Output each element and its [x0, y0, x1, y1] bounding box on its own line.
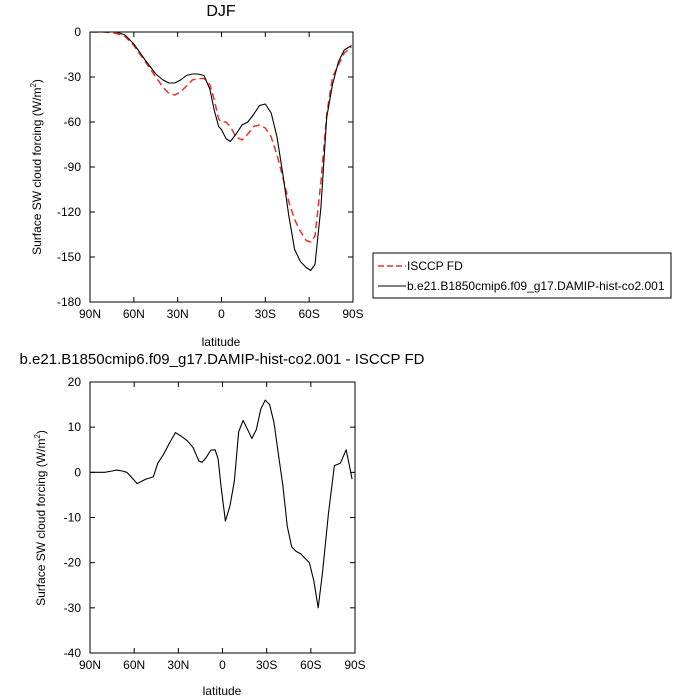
bottom-chart-y-tick-label: 10	[68, 420, 82, 434]
top-chart-y-tick-label: -150	[57, 250, 81, 264]
bottom-chart-x-tick-label: 90S	[344, 658, 365, 672]
top-chart-series-line-0	[91, 32, 352, 243]
top-chart-x-tick-label: 30S	[255, 307, 276, 321]
bottom-chart-y-tick-label: 0	[74, 465, 81, 479]
bottom-chart-y-axis-label: Surface SW cloud forcing (W/m2)	[33, 430, 48, 606]
top-chart-y-axis-label: Surface SW cloud forcing (W/m2)	[29, 79, 44, 255]
bottom-chart-x-tick-label: 90N	[79, 658, 101, 672]
top-chart-y-tick-label: -30	[64, 70, 82, 84]
top-chart-frame	[89, 31, 354, 303]
top-chart-x-tick-label: 90N	[79, 307, 101, 321]
bottom-chart-y-tick-label: -20	[64, 556, 82, 570]
bottom-chart-frame	[89, 381, 356, 654]
svg-text:Surface SW cloud forcing (W/m2: Surface SW cloud forcing (W/m2)	[33, 430, 48, 606]
bottom-chart-panel: b.e21.B1850cmip6.f09_g17.DAMIP-hist-co2.…	[20, 351, 425, 698]
top-chart-y-tick-label: 0	[74, 25, 81, 39]
top-chart-series-group	[91, 32, 352, 272]
bottom-chart-title: b.e21.B1850cmip6.f09_g17.DAMIP-hist-co2.…	[20, 351, 425, 368]
top-chart-x-tick-label: 60N	[123, 307, 145, 321]
svg-text:Surface SW cloud forcing (W/m2: Surface SW cloud forcing (W/m2)	[29, 79, 44, 255]
bottom-chart-x-tick-label: 60N	[123, 658, 145, 672]
top-chart-x-tick-label: 0	[218, 307, 225, 321]
bottom-chart-y-tick-label: -30	[64, 601, 82, 615]
top-chart-y-tick-label: -90	[64, 160, 82, 174]
top-chart-series-line-1	[91, 32, 352, 272]
top-chart-legend: ISCCP FD b.e21.B1850cmip6.f09_g17.DAMIP-…	[372, 252, 672, 299]
bottom-chart-x-axis-label: latitude	[203, 684, 242, 698]
top-chart-title: DJF	[206, 3, 236, 20]
top-chart-plot-area: 90N 60N 30N 0 30S 60S 90S 0 -30 -60 -90 -120 -150 -18…	[57, 25, 364, 321]
top-chart-x-axis-label: latitude	[202, 335, 241, 349]
legend-frame	[372, 252, 672, 299]
bottom-chart-plot-area: 90N 60N 30N 0 30S 60S 90S 20 10 0 -10 -20 -30 -40	[64, 375, 366, 672]
top-chart-x-tick-label: 60S	[298, 307, 319, 321]
top-chart-x-tick-label: 30N	[167, 307, 189, 321]
bottom-chart-x-tick-label: 30N	[167, 658, 189, 672]
top-chart-y-tick-label: -120	[57, 205, 81, 219]
top-chart-y-tick-label: -60	[64, 115, 82, 129]
legend-label-isccp: ISCCP FD	[407, 259, 463, 273]
top-chart-x-tick-label: 90S	[342, 307, 363, 321]
top-chart-y-tick-label: -180	[57, 295, 81, 309]
bottom-chart-series-group	[91, 399, 353, 609]
bottom-chart-x-tick-label: 30S	[256, 658, 277, 672]
bottom-chart-series-line-0	[91, 399, 353, 609]
bottom-chart-y-tick-label: -10	[64, 511, 82, 525]
top-chart-panel: DJF Surface SW cloud forcing (W/m2) lati…	[29, 3, 672, 349]
bottom-chart-y-tick-label: -40	[64, 646, 82, 660]
bottom-chart-x-tick-label: 0	[219, 658, 226, 672]
bottom-chart-y-tick-label: 20	[68, 375, 82, 389]
bottom-chart-x-tick-label: 60S	[300, 658, 321, 672]
legend-label-model: b.e21.B1850cmip6.f09_g17.DAMIP-hist-co2.…	[407, 279, 665, 293]
